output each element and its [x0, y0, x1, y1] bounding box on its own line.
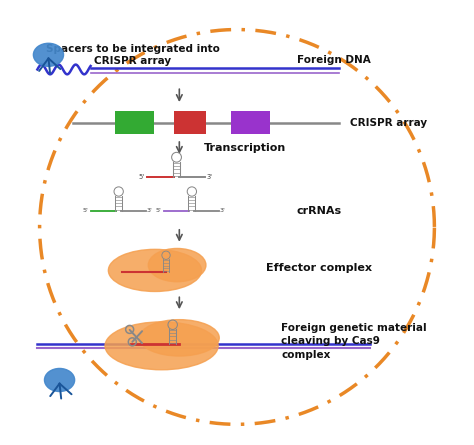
Text: CRISPR array: CRISPR array [350, 117, 427, 128]
Text: 3': 3' [206, 174, 212, 180]
FancyBboxPatch shape [115, 111, 154, 134]
Text: 3': 3' [220, 208, 226, 213]
Text: Foreign DNA: Foreign DNA [297, 55, 371, 65]
Text: Spacers to be integrated into
CRISPR array: Spacers to be integrated into CRISPR arr… [46, 44, 219, 66]
Ellipse shape [139, 320, 219, 356]
FancyBboxPatch shape [174, 111, 206, 134]
Text: Transcription: Transcription [204, 143, 286, 153]
Ellipse shape [148, 248, 206, 282]
Ellipse shape [45, 368, 74, 392]
Text: 5': 5' [83, 208, 89, 213]
Text: Foreign genetic material
cleaving by Cas9
complex: Foreign genetic material cleaving by Cas… [282, 323, 427, 360]
Text: crRNAs: crRNAs [297, 206, 342, 215]
Text: 5': 5' [139, 174, 145, 180]
Text: Effector complex: Effector complex [266, 263, 372, 273]
Ellipse shape [109, 249, 201, 291]
Text: 3': 3' [147, 208, 153, 213]
Ellipse shape [105, 322, 218, 370]
FancyBboxPatch shape [231, 111, 270, 134]
Ellipse shape [33, 43, 64, 66]
Text: 5': 5' [156, 208, 162, 213]
